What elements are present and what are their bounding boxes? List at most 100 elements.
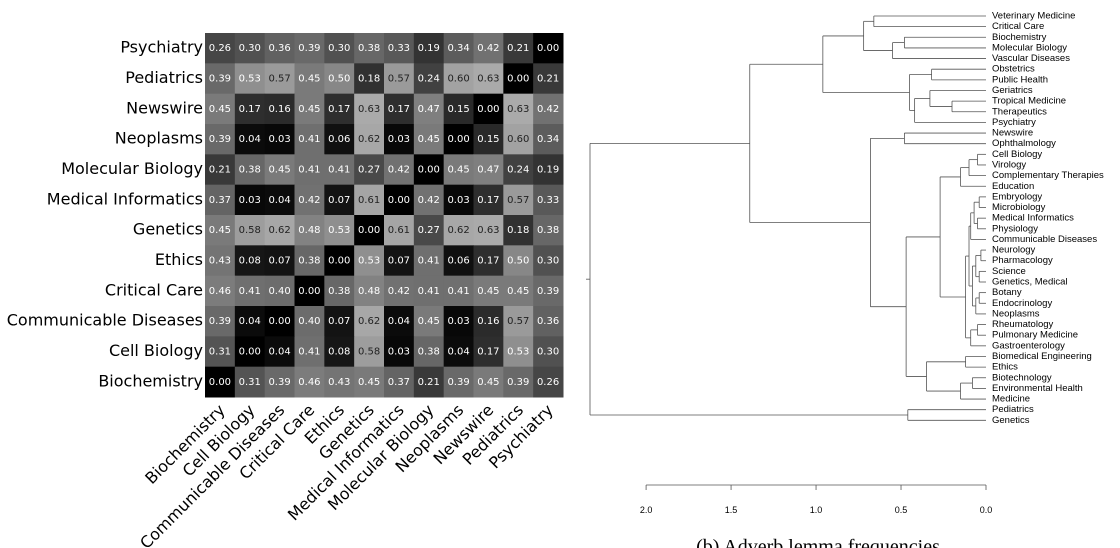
heatmap-cell (205, 336, 236, 368)
heatmap-cell (234, 63, 266, 95)
heatmap-cell (443, 124, 474, 155)
row-label: Critical Care (105, 280, 203, 299)
heatmap-cell (413, 215, 445, 246)
x-tick-label: 2.0 (640, 505, 653, 515)
heatmap-cell (324, 63, 355, 95)
heatmap-cell (384, 215, 415, 246)
leaf-label: Neoplasms (992, 308, 1040, 319)
heatmap-cell (503, 63, 534, 95)
heatmap-cell (503, 124, 534, 155)
cell-label: 0.03 (268, 134, 290, 145)
heatmap-cell (264, 366, 295, 398)
cell-label: 0.00 (477, 104, 499, 115)
cell-label: 0.37 (388, 377, 410, 388)
x-tick-label: 0.5 (895, 505, 908, 515)
cell-label: 0.04 (388, 316, 410, 327)
cell-label: 0.48 (358, 286, 380, 297)
heatmap-cell (503, 366, 534, 398)
heatmap-cell (413, 63, 445, 95)
heatmap-cell (413, 184, 445, 216)
cell-label: 0.38 (418, 347, 440, 358)
cell-label: 0.00 (418, 165, 440, 176)
cell-label: 0.08 (328, 347, 350, 358)
heatmap-cell (443, 184, 474, 216)
heatmap-cell (473, 124, 504, 155)
heatmap-cell (413, 93, 445, 125)
heatmap-cell (324, 154, 355, 186)
cell-label: 0.37 (209, 195, 231, 206)
cell-label: 0.04 (268, 347, 290, 358)
leaf-label: Botany (992, 287, 1022, 298)
cell-label: 0.63 (507, 104, 529, 115)
cell-label: 0.04 (268, 195, 290, 206)
cell-label: 0.26 (209, 43, 231, 54)
leaf-label: Psychiatry (992, 117, 1036, 128)
cell-label: 0.47 (477, 165, 499, 176)
row-label: Newswire (126, 98, 203, 117)
heatmap-cell (413, 336, 445, 368)
heatmap-cell (264, 306, 295, 337)
heatmap-cell (533, 366, 564, 398)
heatmap-cell (443, 245, 474, 277)
cell-label: 0.62 (268, 225, 290, 236)
heatmap-cell (443, 336, 474, 368)
cell-label: 0.42 (537, 104, 559, 115)
leaf-label: Pediatrics (992, 404, 1034, 415)
cell-label: 0.15 (477, 134, 499, 145)
heatmap-cell (413, 306, 445, 337)
cell-label: 0.45 (209, 104, 231, 115)
cell-label: 0.57 (268, 74, 290, 85)
heatmap-cell (294, 33, 325, 64)
heatmap-cell (413, 124, 445, 155)
heatmap-cell (473, 306, 504, 337)
leaf-label: Public Health (992, 74, 1048, 85)
cell-label: 0.16 (477, 316, 499, 327)
cell-label: 0.63 (358, 104, 380, 115)
leaf-label: Molecular Biology (992, 42, 1067, 53)
heatmap-cell (503, 306, 534, 337)
cell-label: 0.63 (477, 74, 499, 85)
cell-label: 0.08 (239, 256, 261, 267)
leaf-label: Education (992, 181, 1034, 192)
leaf-label: Ophthalmology (992, 138, 1056, 149)
heatmap-cell (205, 184, 236, 216)
heatmap-cell (264, 215, 295, 246)
cell-label: 0.42 (477, 43, 499, 54)
heatmap-cell (503, 215, 534, 246)
cell-label: 0.53 (507, 347, 529, 358)
heatmap-cell (324, 306, 355, 337)
heatmap-cell (443, 33, 474, 64)
heatmap-cell (324, 275, 355, 307)
heatmap-cell (533, 215, 564, 246)
heatmap-cell (384, 306, 415, 337)
heatmap-cell (443, 93, 474, 125)
leaf-label: Science (992, 266, 1026, 277)
heatmap-cell (264, 336, 295, 368)
row-label: Ethics (155, 250, 203, 269)
cell-label: 0.07 (328, 195, 350, 206)
heatmap-cell (294, 245, 325, 277)
row-label: Psychiatry (120, 38, 203, 57)
cell-label: 0.50 (507, 256, 529, 267)
cell-label: 0.60 (507, 134, 529, 145)
cell-label: 0.61 (388, 225, 410, 236)
heatmap-cell (533, 275, 564, 307)
heatmap-cell (234, 336, 266, 368)
heatmap-cell (234, 184, 266, 216)
heatmap-cell (264, 93, 295, 125)
cell-label: 0.00 (537, 43, 559, 54)
cell-label: 0.21 (537, 74, 559, 85)
heatmap-cell (413, 245, 445, 277)
cell-label: 0.36 (537, 316, 559, 327)
cell-label: 0.17 (239, 104, 261, 115)
cell-label: 0.06 (328, 134, 350, 145)
heatmap-cell (443, 63, 474, 95)
heatmap-cell (473, 63, 504, 95)
row-label: Cell Biology (109, 341, 203, 360)
heatmap-cell (413, 275, 445, 307)
cell-label: 0.27 (418, 225, 440, 236)
cell-label: 0.45 (298, 74, 320, 85)
cell-label: 0.46 (209, 286, 231, 297)
cell-label: 0.18 (507, 225, 529, 236)
heatmap-cell (384, 245, 415, 277)
